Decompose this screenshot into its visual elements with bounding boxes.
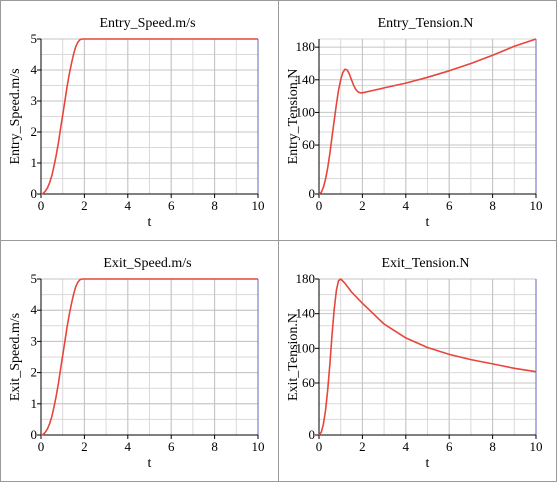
- y-tick-label: 140: [296, 306, 316, 321]
- x-tick-label: 0: [38, 198, 45, 213]
- x-tick-label: 2: [81, 439, 88, 454]
- y-tick-label: 0: [31, 186, 38, 201]
- y-tick-label: 180: [296, 39, 316, 54]
- x-tick-label: 2: [81, 198, 88, 213]
- x-tick-label: 8: [489, 439, 496, 454]
- x-axis-label: t: [148, 215, 152, 230]
- x-tick-label: 8: [211, 439, 218, 454]
- x-axis-label: t: [148, 456, 152, 471]
- grid-lines: [40, 38, 259, 195]
- y-tick-label: 4: [31, 62, 38, 77]
- x-tick-label: 0: [316, 198, 323, 213]
- chart-title: Entry_Speed.m/s: [99, 16, 195, 31]
- y-tick-label: 4: [31, 302, 38, 317]
- y-tick-label: 3: [31, 333, 38, 348]
- y-tick-label: 5: [31, 271, 38, 286]
- chart-exit-tension: 0 2 4 6 8 10060100140180Exit_Tension.NtExit_T…: [286, 256, 543, 471]
- y-tick-label: 100: [296, 104, 316, 119]
- chart-title: Exit_Tension.N: [381, 256, 469, 271]
- y-tick-label: 0: [31, 427, 38, 442]
- chart-panel-entry-tension: 0 2 4 6 8 10 0 60 100 140 180 Entry_Tension.N t Entry…: [278, 0, 557, 241]
- chart-entry-tension: 0 2 4 6 8 10060100140180Entry_Tension.NtEntry…: [286, 16, 543, 230]
- y-axis-label: Exit_Speed.m/s: [8, 313, 23, 401]
- x-axis-label: t: [426, 215, 430, 230]
- grid-lines: [318, 278, 537, 436]
- x-tick-label: 2: [359, 439, 366, 454]
- y-tick-label: 60: [302, 375, 315, 390]
- y-tick-label: 1: [31, 396, 38, 411]
- x-tick-label: 6: [168, 439, 175, 454]
- series-line: [40, 278, 258, 436]
- y-axis-label: Entry_Tension.N: [286, 69, 301, 165]
- x-tick-label: 10: [530, 198, 543, 213]
- y-axis-label: Entry_Speed.m/s: [8, 68, 23, 164]
- x-tick-label: 8: [489, 198, 496, 213]
- chart-panel-exit-tension: 0 2 4 6 8 10 0 60 100 140 180 Exit_Tension.N t Exit_T…: [278, 240, 557, 482]
- series-line: [318, 38, 537, 195]
- x-tick-label: 6: [168, 198, 175, 213]
- x-tick-label: 10: [530, 439, 543, 454]
- chart-exit-speed: 0 2 4 6 8 10 0 1 2 3 4 5 Exit_Speed.m/st Exit_Speed.m…: [8, 256, 265, 471]
- x-tick-label: 8: [211, 198, 218, 213]
- y-tick-label: 0: [309, 427, 316, 442]
- series-line: [40, 38, 258, 195]
- y-tick-label: 180: [296, 271, 316, 286]
- chart-title: Exit_Speed.m/s: [103, 256, 191, 271]
- y-tick-label: 3: [31, 93, 38, 108]
- x-tick-label: 4: [125, 439, 132, 454]
- x-tick-label: 2: [359, 198, 366, 213]
- chart-title: Entry_Tension.N: [378, 16, 474, 31]
- x-tick-label: 0: [38, 439, 45, 454]
- y-tick-label: 140: [296, 72, 316, 87]
- x-tick-label: 10: [252, 198, 265, 213]
- x-tick-label: 6: [446, 439, 453, 454]
- x-tick-label: 4: [403, 439, 410, 454]
- series-line: [318, 278, 537, 436]
- x-tick-label: 6: [446, 198, 453, 213]
- y-axis-label: Exit_Tension.N: [286, 313, 301, 401]
- x-tick-label: 4: [403, 198, 410, 213]
- y-tick-label: 0: [309, 186, 316, 201]
- x-axis-label: t: [426, 456, 430, 471]
- x-tick-label: 4: [125, 198, 132, 213]
- y-tick-label: 100: [296, 340, 316, 355]
- y-tick-label: 2: [31, 365, 38, 380]
- grid-lines: [40, 278, 259, 436]
- x-tick-label: 10: [252, 439, 265, 454]
- y-tick-label: 5: [31, 31, 38, 46]
- y-tick-label: 1: [31, 155, 38, 170]
- x-tick-label: 0: [316, 439, 323, 454]
- grid-lines: [318, 38, 537, 195]
- y-tick-label: 60: [302, 137, 315, 152]
- y-tick-label: 2: [31, 124, 38, 139]
- chart-entry-speed: 0 2 4 6 8 10 0 1 2 3 4 5 Entry_Speed.m/st Entry_Speed…: [8, 16, 265, 230]
